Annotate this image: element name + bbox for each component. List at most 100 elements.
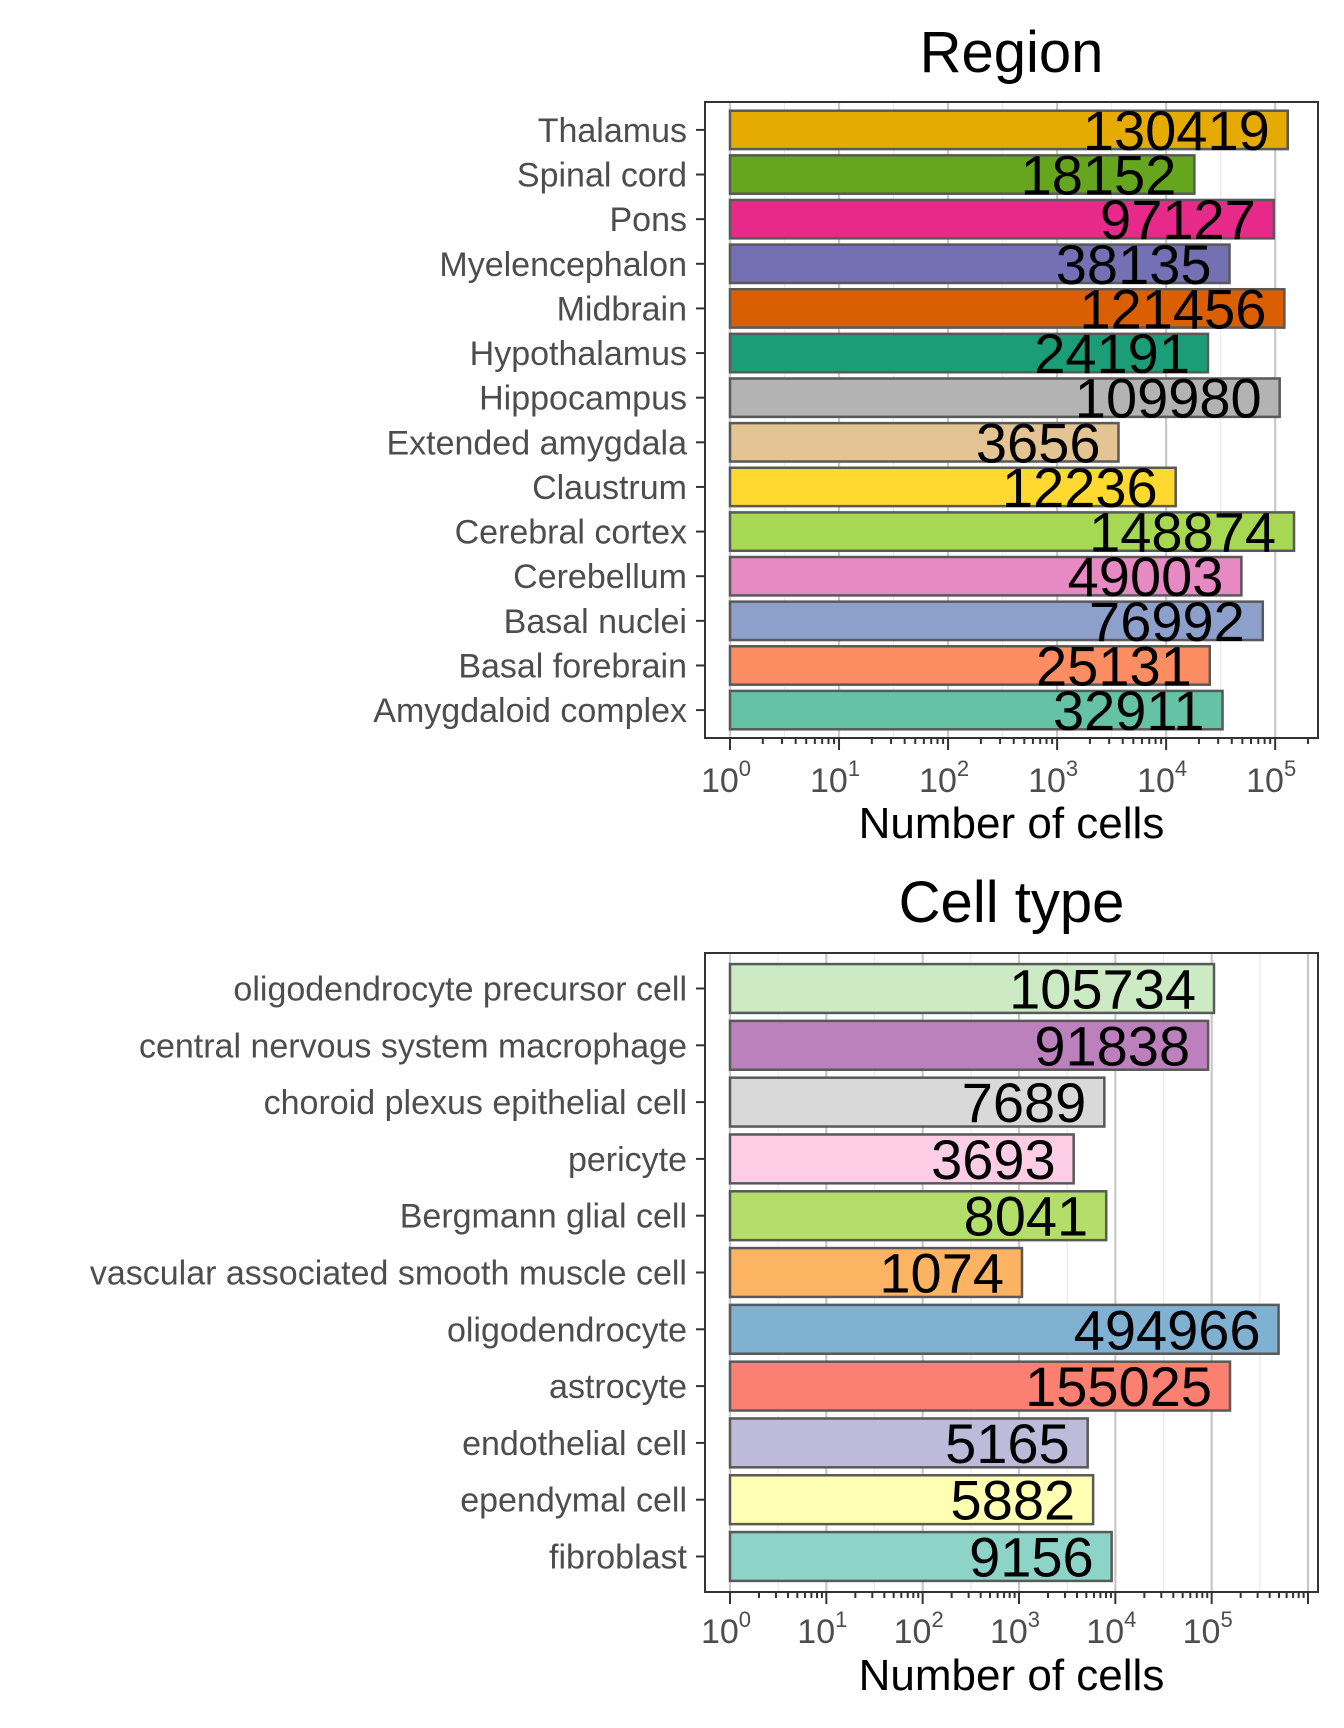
value-label: 91838: [1034, 1014, 1190, 1077]
chart-title: Cell type: [899, 870, 1125, 935]
category-label: Pons: [610, 201, 688, 239]
value-label: 49003: [1068, 545, 1224, 608]
value-label: 494966: [1074, 1298, 1261, 1361]
category-label: oligodendrocyte: [447, 1311, 687, 1349]
x-tick-label-exponent: 4: [1175, 756, 1187, 781]
bar: [728, 1190, 1108, 1242]
value-label: 7689: [962, 1071, 1087, 1134]
x-tick-label-exponent: 2: [931, 1607, 943, 1632]
category-label: Cerebellum: [513, 558, 687, 596]
x-tick-label-exponent: 0: [739, 1607, 751, 1632]
cell-type-panel: Cell type 105734 oligodendrocyte precursor…: [90, 870, 1319, 1700]
category-label: choroid plexus epithelial cell: [264, 1084, 687, 1122]
x-tick-label: 102: [894, 1607, 944, 1651]
x-tick-label-exponent: 1: [848, 756, 860, 781]
x-tick-label: 105: [1183, 1607, 1233, 1651]
value-label: 3693: [931, 1128, 1056, 1191]
x-tick-label: 100: [701, 756, 751, 800]
value-label: 3656: [976, 411, 1101, 474]
x-tick-label-base: 10: [701, 762, 739, 800]
bar: [728, 1530, 1113, 1583]
category-label: pericyte: [568, 1141, 687, 1179]
category-label: Midbrain: [557, 290, 687, 328]
value-label: 32911: [1053, 679, 1205, 742]
value-label: 76992: [1089, 590, 1245, 653]
category-label: Extended amygdala: [386, 424, 687, 462]
bar: [728, 1133, 1075, 1185]
x-tick-label-exponent: 4: [1124, 1607, 1136, 1632]
bar: [728, 154, 1196, 195]
category-label: endothelial cell: [462, 1425, 687, 1463]
value-label: 38135: [1056, 233, 1212, 296]
category-label: ependymal cell: [460, 1482, 687, 1520]
bar: [728, 689, 1224, 731]
value-label: 9156: [969, 1526, 1094, 1589]
category-label: Cerebral cortex: [455, 514, 687, 552]
x-tick-label-base: 10: [894, 1613, 932, 1651]
bar: [728, 1019, 1210, 1071]
category-label: Spinal cord: [517, 157, 687, 195]
category-label: Myelencephalon: [439, 246, 687, 284]
value-label: 105734: [1009, 958, 1196, 1021]
x-tick-label-exponent: 1: [835, 1607, 847, 1632]
category-label: Claustrum: [532, 469, 687, 507]
bar: [728, 421, 1120, 463]
category-label: oligodendrocyte precursor cell: [233, 971, 687, 1009]
chart-title: Region: [920, 20, 1104, 85]
value-label: 148874: [1089, 501, 1276, 564]
x-tick-label-exponent: 0: [739, 756, 751, 781]
bar: [728, 109, 1290, 151]
bar: [728, 1246, 1024, 1299]
x-tick-label-exponent: 5: [1220, 1607, 1232, 1632]
bar: [728, 287, 1286, 329]
category-label: Hippocampus: [479, 380, 687, 418]
x-tick-label-base: 10: [990, 1613, 1028, 1651]
x-tick-label: 103: [1028, 756, 1078, 800]
value-label: 97127: [1100, 188, 1256, 251]
category-label: fibroblast: [549, 1539, 688, 1577]
x-tick-label-exponent: 5: [1284, 756, 1296, 781]
bar: [728, 645, 1212, 686]
bar: [728, 962, 1216, 1015]
value-label: 1074: [879, 1242, 1004, 1305]
bar: [728, 600, 1265, 642]
value-label: 155025: [1025, 1355, 1212, 1418]
x-tick-label: 104: [1086, 1607, 1136, 1651]
bar: [728, 466, 1177, 508]
bar: [728, 332, 1210, 374]
x-tick-label-base: 10: [701, 1613, 739, 1651]
x-tick-label-base: 10: [1183, 1613, 1221, 1651]
category-label: Thalamus: [538, 112, 687, 150]
x-tick-label-exponent: 3: [1066, 756, 1078, 781]
x-tick-label-exponent: 3: [1028, 1607, 1040, 1632]
plot-frame: [704, 101, 1319, 739]
bar: [728, 1076, 1106, 1128]
category-label: central nervous system macrophage: [139, 1027, 687, 1065]
bar: [728, 377, 1281, 419]
value-label: 24191: [1034, 322, 1190, 385]
x-tick-label: 105: [1246, 756, 1296, 800]
value-label: 5165: [945, 1412, 1070, 1475]
x-tick-label-base: 10: [1086, 1613, 1124, 1651]
x-tick-label-base: 10: [919, 762, 957, 800]
category-label: Amygdaloid complex: [373, 692, 687, 730]
x-axis-title: Number of cells: [859, 1651, 1165, 1700]
bar: [728, 1360, 1232, 1412]
x-tick-label-base: 10: [797, 1613, 835, 1651]
x-axis-title: Number of cells: [859, 799, 1165, 848]
category-label: Basal nuclei: [504, 603, 687, 641]
x-tick-label-exponent: 2: [957, 756, 969, 781]
x-tick-label: 100: [701, 1607, 751, 1651]
value-label: 25131: [1036, 634, 1192, 697]
x-tick-label: 102: [919, 756, 969, 800]
x-tick-label: 104: [1137, 756, 1187, 800]
category-label: Bergmann glial cell: [400, 1198, 687, 1236]
category-label: Basal forebrain: [458, 647, 687, 685]
x-tick-label: 101: [797, 1607, 847, 1651]
x-tick-label-base: 10: [1028, 762, 1066, 800]
value-label: 18152: [1021, 144, 1177, 207]
value-label: 130419: [1083, 99, 1270, 162]
value-label: 12236: [1002, 456, 1158, 519]
category-label: astrocyte: [549, 1368, 687, 1406]
